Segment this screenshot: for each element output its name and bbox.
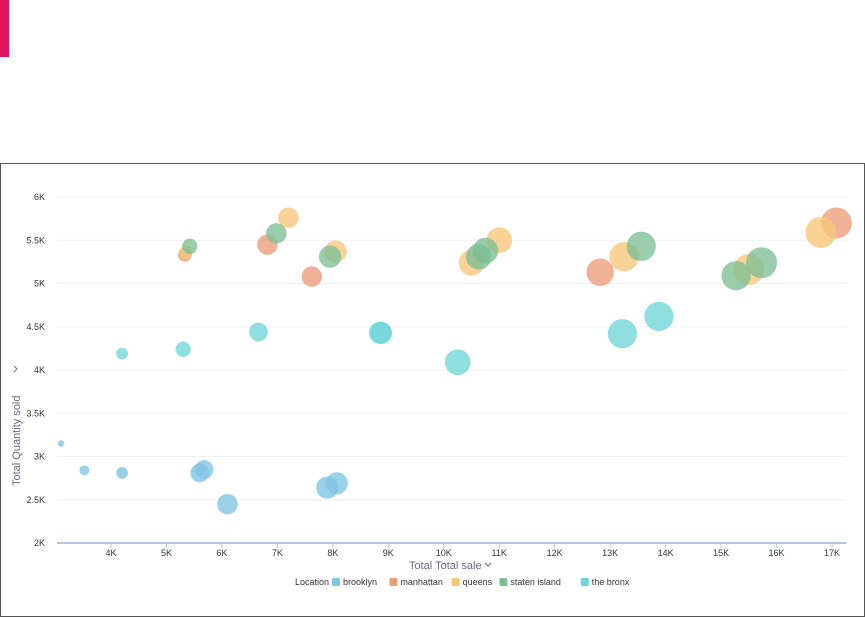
legend-label[interactable]: manhattan bbox=[400, 577, 443, 587]
bubble-queens[interactable] bbox=[278, 207, 299, 229]
bubble-staten-island[interactable] bbox=[318, 245, 342, 268]
bubble-brooklyn[interactable] bbox=[79, 465, 90, 476]
bubble-brooklyn[interactable] bbox=[325, 472, 348, 495]
x-tick-label: 11K bbox=[492, 548, 507, 558]
bubble-staten-island[interactable] bbox=[746, 247, 778, 279]
bubble-the-bronx[interactable] bbox=[175, 341, 191, 357]
bubble-brooklyn[interactable] bbox=[194, 460, 214, 479]
y-tick-label: 2.5K bbox=[26, 495, 45, 505]
x-tick-label: 14K bbox=[658, 548, 674, 558]
bubble-the-bronx[interactable] bbox=[369, 321, 393, 344]
bubble-the-bronx[interactable] bbox=[444, 349, 471, 376]
legend-label[interactable]: brooklyn bbox=[343, 577, 377, 587]
legend-swatch[interactable] bbox=[389, 578, 398, 586]
bubble-the-bronx[interactable] bbox=[644, 301, 674, 331]
x-tick-label: 10K bbox=[436, 548, 452, 558]
legend-title: Location bbox=[295, 577, 329, 587]
legend-label[interactable]: queens bbox=[463, 577, 493, 587]
bubble-chart: 2K 2.5K 3K 3.5K 4K 4.5K 5K 5.5K 6K 4K 5K 6K 7K 8K 9K 1… bbox=[11, 192, 852, 587]
x-tick-label: 9K bbox=[383, 548, 394, 558]
bubble-manhattan[interactable] bbox=[301, 266, 323, 287]
bubble-staten-island[interactable] bbox=[721, 261, 751, 291]
y-tick-label: 6K bbox=[34, 192, 45, 202]
bubble-queens[interactable] bbox=[805, 216, 837, 248]
y-tick-label: 5K bbox=[34, 279, 45, 289]
y-tick-label: 4K bbox=[34, 365, 45, 375]
x-axis-title-text: Total Total sale bbox=[409, 560, 482, 572]
y-axis-ticks: 2K 2.5K 3K 3.5K 4K 4.5K 5K 5.5K 6K bbox=[26, 192, 45, 548]
legend-label[interactable]: the bronx bbox=[592, 577, 630, 587]
bubble-staten-island[interactable] bbox=[182, 238, 198, 254]
bubble-layer bbox=[57, 207, 852, 515]
y-tick-label: 2K bbox=[34, 538, 45, 548]
legend-swatch[interactable] bbox=[332, 578, 340, 586]
x-tick-label: 6K bbox=[216, 548, 227, 558]
accent-bar bbox=[0, 0, 9, 57]
chart-frame: 2K 2.5K 3K 3.5K 4K 4.5K 5K 5.5K 6K 4K 5K 6K 7K 8K 9K 1… bbox=[0, 163, 865, 617]
x-tick-label: 17K bbox=[824, 548, 840, 558]
bubble-staten-island[interactable] bbox=[472, 237, 499, 264]
bubble-staten-island[interactable] bbox=[626, 231, 656, 261]
bubble-brooklyn[interactable] bbox=[57, 440, 65, 447]
bubble-brooklyn[interactable] bbox=[217, 493, 238, 515]
x-tick-label: 8K bbox=[327, 548, 338, 558]
legend-swatch[interactable] bbox=[451, 578, 460, 586]
x-tick-label: 16K bbox=[769, 548, 785, 558]
bubble-the-bronx[interactable] bbox=[116, 347, 128, 360]
x-axis-ticks: 4K 5K 6K 7K 8K 9K 10K 11K 12K 13K 14K 15K 16K 17K bbox=[105, 543, 840, 558]
y-tick-label: 5.5K bbox=[26, 235, 45, 245]
bubble-manhattan[interactable] bbox=[586, 258, 614, 287]
x-tick-label: 7K bbox=[272, 548, 283, 558]
x-axis-chevron-down-icon bbox=[484, 562, 492, 567]
y-axis-chevron-down-icon bbox=[13, 365, 18, 373]
bubble-staten-island[interactable] bbox=[266, 223, 287, 244]
legend: Location brooklyn manhattan queens staten i… bbox=[295, 577, 630, 587]
y-axis-title[interactable]: Total Quantity sold bbox=[11, 365, 23, 487]
bubble-the-bronx[interactable] bbox=[607, 319, 637, 349]
x-axis-title[interactable]: Total Total sale bbox=[409, 560, 492, 572]
legend-label[interactable]: staten island bbox=[510, 577, 561, 587]
y-tick-label: 4.5K bbox=[26, 322, 45, 332]
y-tick-label: 3K bbox=[34, 452, 45, 462]
y-tick-label: 3.5K bbox=[26, 408, 45, 418]
x-tick-label: 13K bbox=[602, 548, 618, 558]
bubble-the-bronx[interactable] bbox=[249, 322, 268, 342]
grid-lines bbox=[57, 196, 846, 501]
x-tick-label: 4K bbox=[105, 548, 116, 558]
legend-swatch[interactable] bbox=[580, 578, 589, 586]
x-tick-label: 15K bbox=[713, 548, 729, 558]
y-axis-title-text: Total Quantity sold bbox=[11, 396, 23, 487]
bubble-brooklyn[interactable] bbox=[116, 467, 128, 479]
x-tick-label: 5K bbox=[161, 548, 172, 558]
legend-swatch[interactable] bbox=[499, 578, 508, 586]
x-tick-label: 12K bbox=[547, 548, 563, 558]
